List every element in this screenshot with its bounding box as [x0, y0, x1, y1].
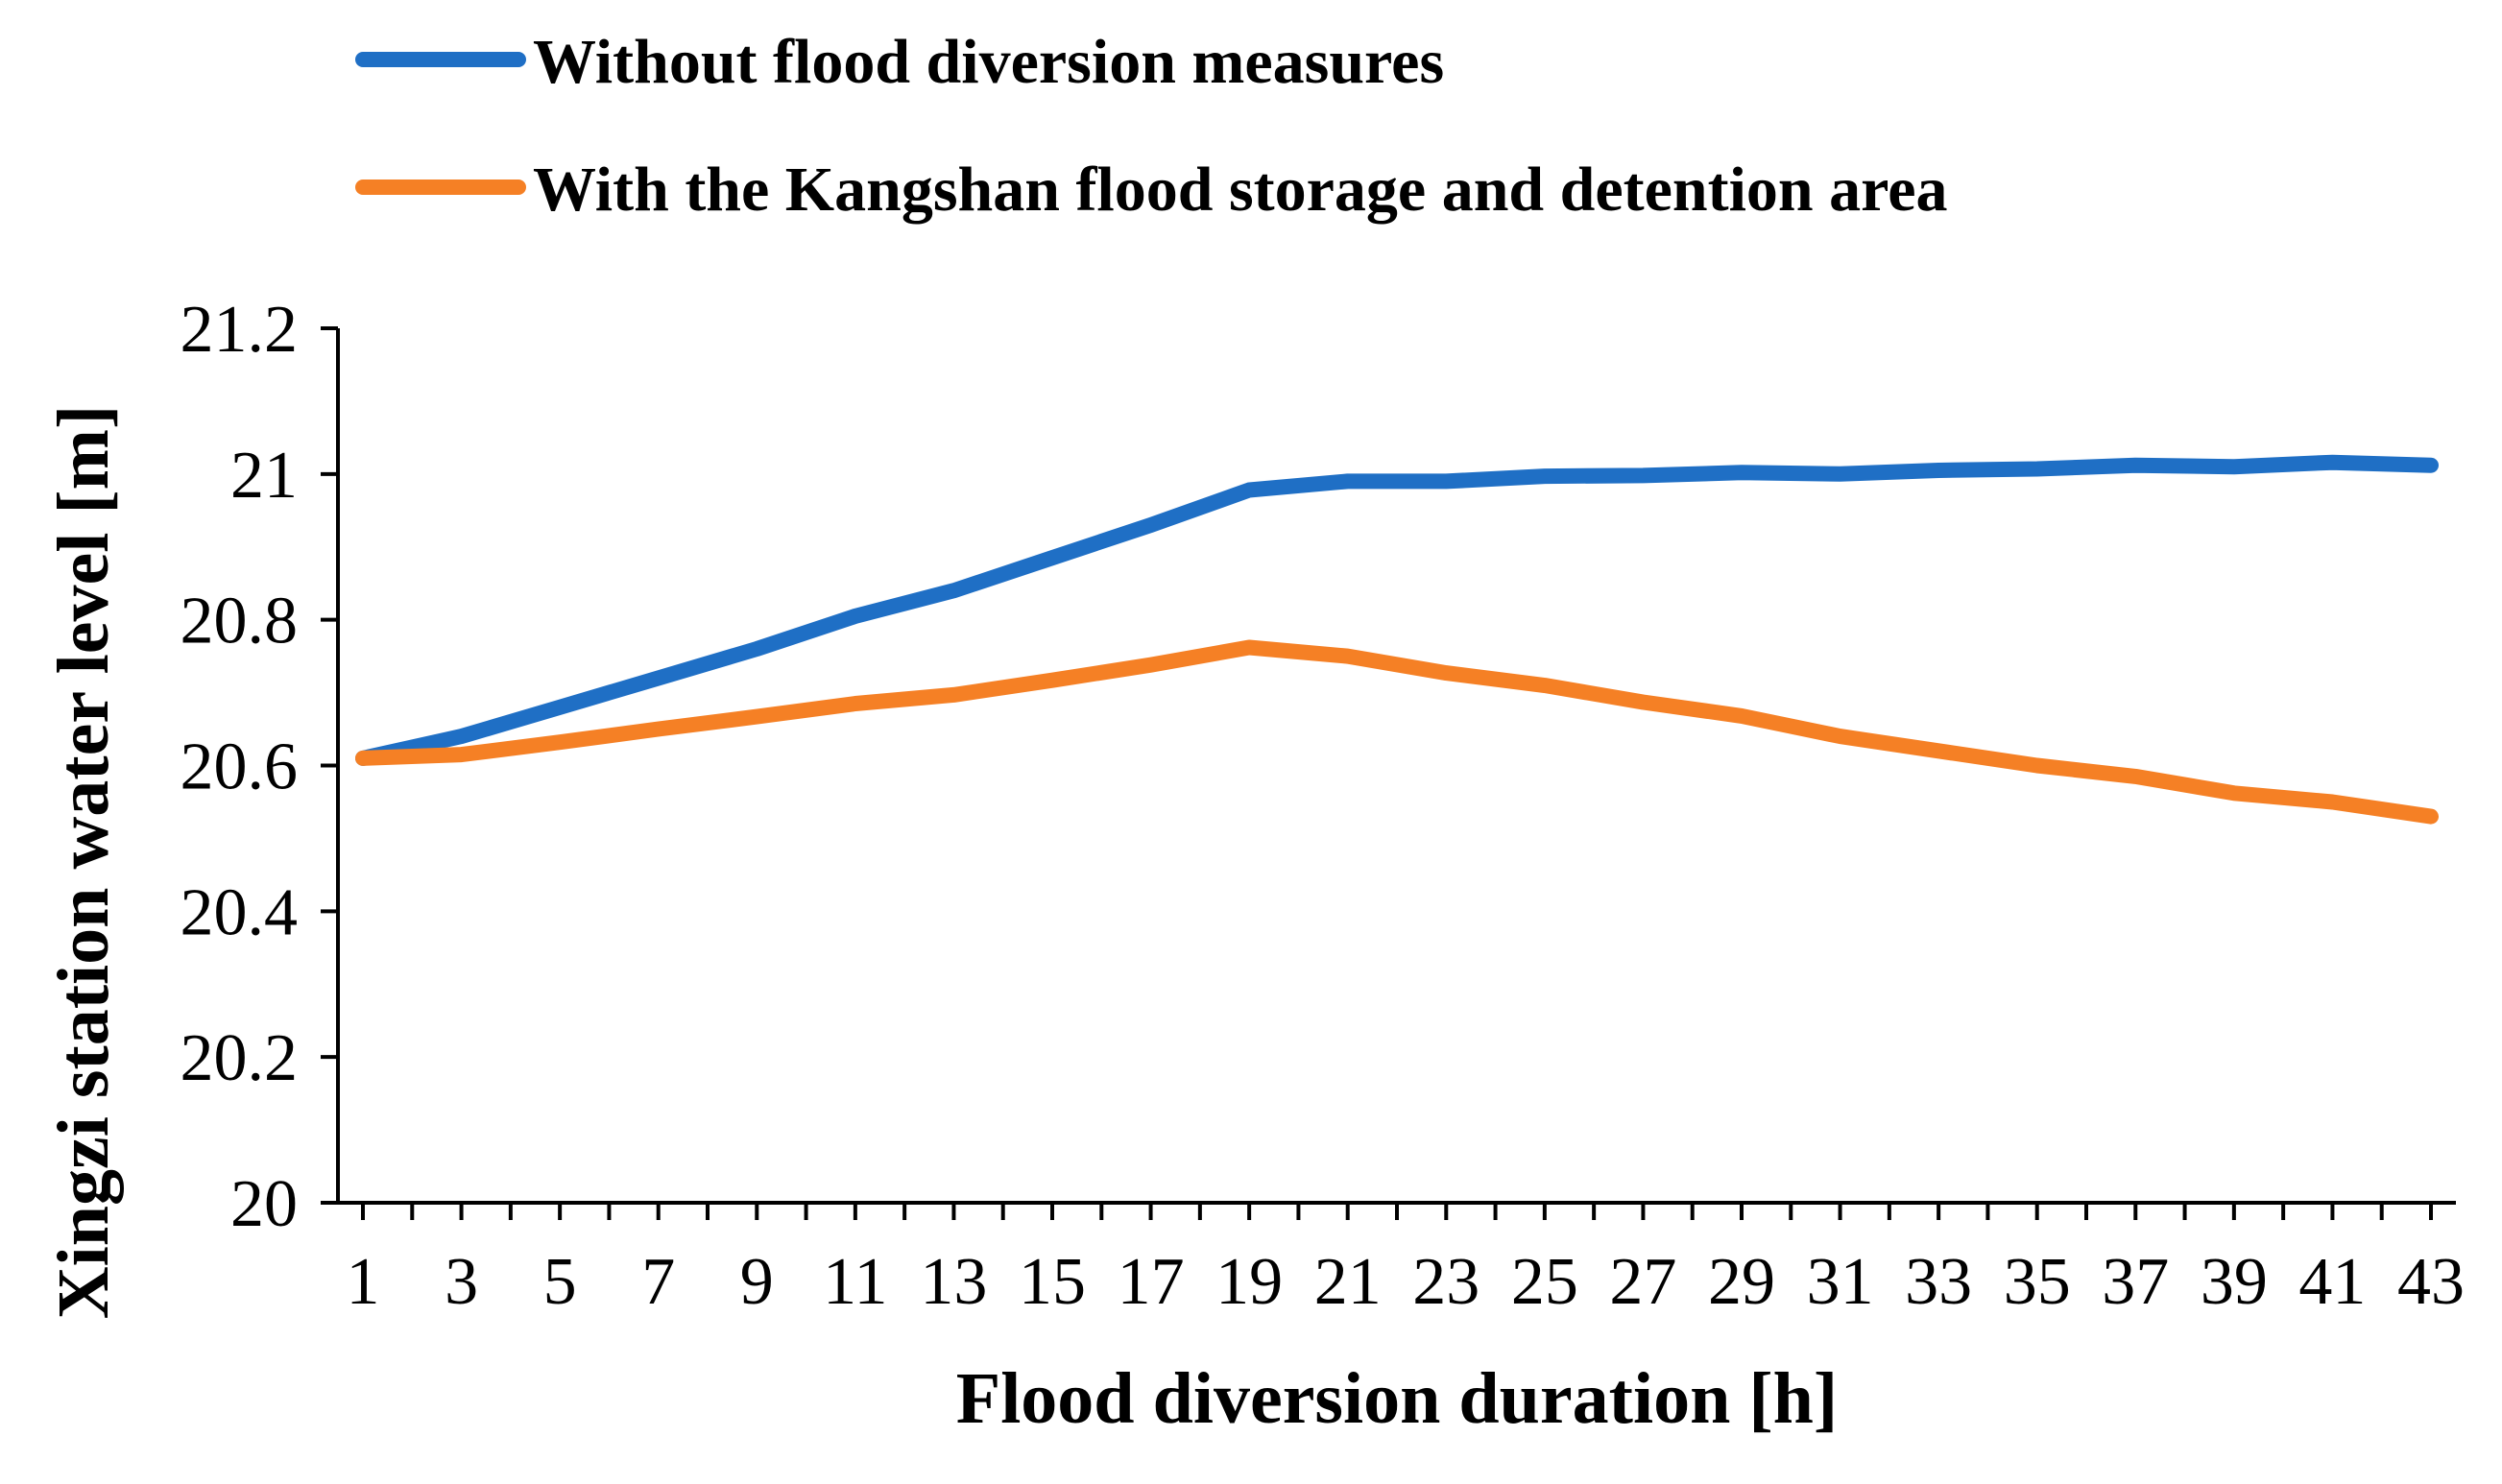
y-tick-label-20-6: 20.6 [180, 730, 299, 804]
y-tick-label-20: 20 [230, 1167, 298, 1241]
legend-label-with-kangshan: With the Kangshan flood storage and dete… [533, 155, 1948, 225]
series-line-with-kangshan [355, 639, 2439, 825]
legend-item-with-kangshan: With the Kangshan flood storage and dete… [355, 155, 1948, 225]
series-group [355, 454, 2439, 825]
x-tick-label-27: 27 [1609, 1245, 1676, 1319]
y-tick-label-20-2: 20.2 [180, 1021, 299, 1095]
x-tick-label-39: 39 [2201, 1245, 2268, 1319]
x-tick-label-33: 33 [1905, 1245, 1972, 1319]
x-tick-label-5: 5 [543, 1245, 577, 1319]
x-tick-label-15: 15 [1019, 1245, 1086, 1319]
y-tick-label-21: 21 [230, 439, 298, 513]
x-tick-label-37: 37 [2102, 1245, 2169, 1319]
x-tick-label-11: 11 [823, 1245, 887, 1319]
x-tick-label-9: 9 [740, 1245, 774, 1319]
x-tick-label-13: 13 [920, 1245, 987, 1319]
y-tick-label-20-8: 20.8 [180, 585, 299, 658]
legend-item-without-diversion: Without flood diversion measures [355, 27, 1444, 97]
legend-label-without-diversion: Without flood diversion measures [533, 27, 1444, 97]
x-axis-ticks: 1 3 5 7 9 11 13 15 17 19 21 23 25 27 29 31 33 35 37 39 41 43 [347, 1203, 2465, 1319]
x-tick-label-21: 21 [1314, 1245, 1382, 1319]
x-tick-label-31: 31 [1807, 1245, 1874, 1319]
x-tick-label-19: 19 [1215, 1245, 1283, 1319]
x-tick-label-35: 35 [2004, 1245, 2071, 1319]
x-tick-label-43: 43 [2397, 1245, 2465, 1319]
x-tick-label-25: 25 [1511, 1245, 1578, 1319]
y-axis-ticks: 20 20.2 20.4 20.6 20.8 21 21.2 [180, 293, 338, 1241]
y-tick-label-20-4: 20.4 [180, 875, 299, 949]
x-axis-title: Flood diversion duration [h] [956, 1358, 1838, 1439]
x-tick-label-17: 17 [1118, 1245, 1185, 1319]
x-tick-label-1: 1 [347, 1245, 380, 1319]
y-axis-title: Xingzi station water level [m] [43, 405, 124, 1320]
x-tick-label-41: 41 [2298, 1245, 2366, 1319]
legend: Without flood diversion measures With th… [355, 27, 1948, 225]
x-tick-label-23: 23 [1412, 1245, 1480, 1319]
x-tick-label-29: 29 [1708, 1245, 1775, 1319]
x-tick-label-3: 3 [445, 1245, 478, 1319]
y-tick-label-21-2: 21.2 [180, 293, 299, 367]
x-tick-label-7: 7 [641, 1245, 675, 1319]
series-line-without-diversion [355, 454, 2439, 766]
